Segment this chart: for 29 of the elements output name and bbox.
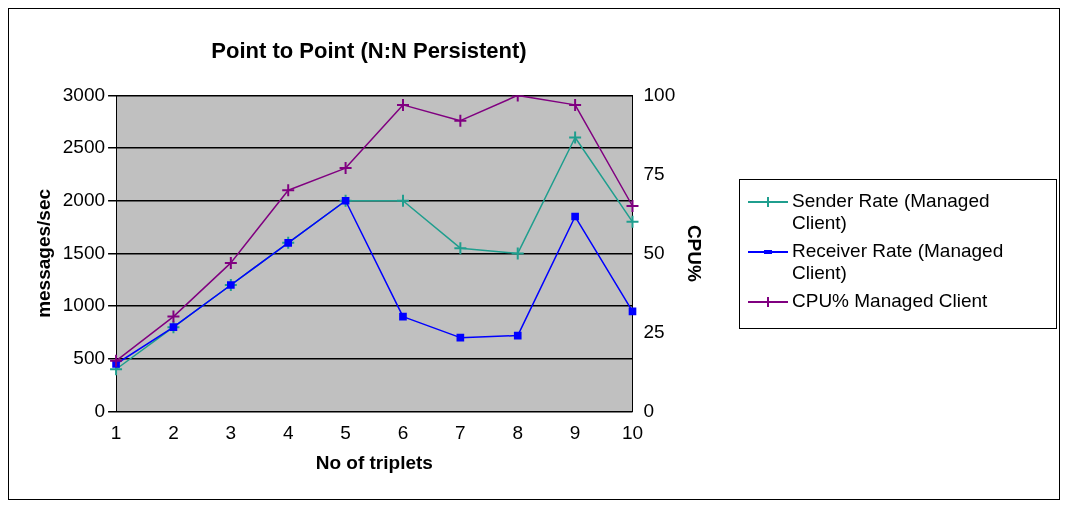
- x-tick-label: 4: [282, 422, 294, 444]
- x-tick-label: 6: [397, 422, 409, 444]
- x-tick-label: 10: [621, 422, 644, 444]
- x-tick-label: 7: [455, 422, 466, 444]
- y-tick-label: 500: [73, 346, 106, 368]
- y2-tick-label: 75: [643, 162, 665, 184]
- legend-label: CPU% Managed Client: [792, 290, 988, 312]
- y2-axis-title: CPU%: [684, 224, 706, 283]
- x-tick-label: 3: [225, 422, 237, 444]
- y-axis-title: messages/sec: [32, 188, 54, 318]
- y-tick-label: 3000: [62, 83, 106, 105]
- y-tick-label: 1000: [62, 294, 106, 316]
- x-tick-label: 8: [512, 422, 524, 444]
- legend-label: Receiver Rate (Managed Client): [792, 240, 1005, 284]
- chart-title: Point to Point (N:N Persistent): [211, 38, 527, 64]
- y2-tick-label: 0: [643, 399, 655, 421]
- y-tick-label: 1500: [62, 241, 106, 263]
- y-tick-label: 2000: [62, 188, 106, 210]
- x-tick-label: 1: [110, 422, 122, 444]
- y2-tick-label: 50: [643, 241, 665, 263]
- y-tick-label: 2500: [62, 136, 106, 158]
- legend-label: Sender Rate (Managed Client): [792, 190, 991, 234]
- y-tick-label: 0: [94, 399, 106, 421]
- x-tick-label: 2: [168, 422, 179, 444]
- x-axis-title: No of triplets: [315, 451, 433, 473]
- y2-tick-label: 100: [643, 83, 676, 105]
- x-tick-label: 5: [340, 422, 351, 444]
- y2-tick-label: 25: [643, 320, 665, 342]
- x-tick-label: 9: [569, 422, 581, 444]
